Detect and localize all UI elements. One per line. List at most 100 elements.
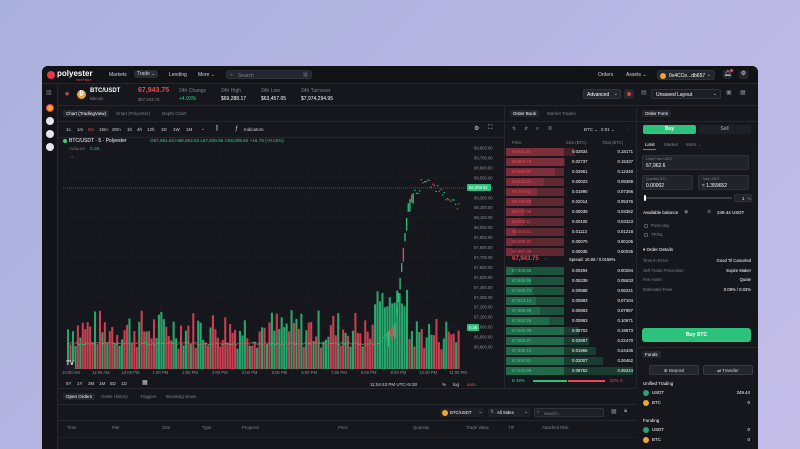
transfer-button[interactable]: ⇄ Transfer: [703, 365, 753, 375]
bid-row[interactable]: 67,913.14 0.00883 0.07104: [506, 296, 637, 306]
tab-open-orders[interactable]: Open Orders: [63, 393, 96, 400]
bid-row[interactable]: 67,888.89 0.00883 0.07987: [506, 306, 637, 316]
nav-orders[interactable]: Orders: [598, 72, 614, 78]
ask-row[interactable]: 68,804.76 0.02737 0.15337: [506, 157, 637, 167]
step-select[interactable]: 0.01 ⌄: [601, 127, 615, 132]
range-1M[interactable]: 1M: [99, 381, 106, 386]
favorite-market-icon[interactable]: [46, 130, 54, 138]
bid-row[interactable]: 67,946.55 0.00294 0.00294: [506, 266, 637, 276]
sidebar-toggle-icon[interactable]: ▥: [46, 90, 52, 96]
range-3M[interactable]: 3M: [88, 381, 95, 386]
tpsl-checkbox[interactable]: [644, 233, 648, 237]
range-1Y[interactable]: 1Y: [77, 381, 83, 386]
log-toggle[interactable]: log: [453, 382, 460, 387]
tab-depth-chart[interactable]: Depth Chart: [162, 111, 187, 116]
nav-markets[interactable]: Markets: [109, 72, 127, 78]
post-only-checkbox[interactable]: [644, 224, 648, 228]
deposit-button[interactable]: ⊕ Deposit: [649, 365, 699, 375]
favorite-market-icon[interactable]: [46, 117, 54, 125]
tab-chart-polyester[interactable]: Chart (Polyester): [116, 111, 151, 116]
pair-filter[interactable]: BTC/USDT ⌄: [440, 408, 484, 417]
save-layout-icon[interactable]: ▣: [726, 90, 732, 96]
buy-tab[interactable]: Buy: [643, 125, 696, 134]
col-pair[interactable]: Pair: [112, 425, 120, 430]
nav-trade[interactable]: Trade ⌄: [134, 70, 159, 78]
ask-row[interactable]: 68,013.61 0.01113 0.01218: [506, 227, 637, 237]
ask-row[interactable]: 68,794.82 0.01990 0.07366: [506, 187, 637, 197]
timeframe-1D[interactable]: 1D: [161, 127, 167, 132]
star-icon[interactable]: ★: [64, 91, 71, 98]
timeframe-1s[interactable]: 1s: [66, 127, 71, 132]
favorite-market-icon[interactable]: [46, 143, 54, 151]
timeframe-1h[interactable]: 1h: [127, 127, 133, 132]
bid-row[interactable]: 67,859.87 0.02897 0.22470: [506, 336, 637, 346]
book-both-icon[interactable]: ⇅: [512, 126, 517, 132]
layout-select[interactable]: Unsaved Layout ⌄: [651, 89, 721, 99]
indicators-button[interactable]: Indicators: [244, 127, 264, 132]
quantity-field[interactable]: Quantity BTC 0.00002: [642, 175, 693, 190]
tab-market-trades[interactable]: Market Trades: [547, 111, 576, 116]
lock-icon[interactable]: 🔒︎: [624, 408, 628, 414]
more-icon[interactable]: ⋮: [626, 126, 631, 132]
gear-icon[interactable]: ⚙: [739, 70, 748, 79]
brand-name[interactable]: polyester: [57, 69, 93, 78]
size-percent-input[interactable]: 1 %: [734, 194, 752, 202]
size-slider[interactable]: [646, 197, 732, 199]
order-details-toggle[interactable]: ▾ Order Details: [643, 247, 674, 252]
ask-row[interactable]: 68,008.32 0.00070 0.00105: [506, 237, 637, 247]
book-bids-icon[interactable]: ⇵: [524, 126, 529, 132]
fullscreen-icon[interactable]: ⛶: [488, 125, 493, 131]
col-time[interactable]: Time: [67, 425, 77, 430]
detail-value[interactable]: Quote: [739, 277, 751, 282]
timeframe-1W[interactable]: 1W: [173, 127, 180, 132]
bid-row[interactable]: 67,936.96 0.05339 0.05633: [506, 276, 637, 286]
auto-toggle[interactable]: auto: [467, 382, 476, 387]
favorite-btc-icon[interactable]: [46, 104, 54, 112]
price-chart[interactable]: 68,800.0068,700.0068,600.0068,500.0068,4…: [58, 138, 505, 388]
timeframe-4h[interactable]: 4h: [137, 127, 143, 132]
ask-row[interactable]: 68,835.94 0.00023 0.09389: [506, 177, 637, 187]
book-grouping-icon[interactable]: ≣: [548, 126, 553, 132]
type-limit[interactable]: Limit: [645, 142, 655, 147]
buy-btc-button[interactable]: Buy BTC: [642, 328, 751, 342]
theme-toggle-icon[interactable]: [624, 89, 634, 99]
mode-select[interactable]: Advanced ⌄: [583, 89, 621, 99]
ask-row[interactable]: 68,911.30 0.02834 0.18171: [506, 147, 637, 157]
timeframe-1M[interactable]: 1M: [186, 127, 193, 132]
bid-row[interactable]: 67,926.75 0.00588 0.06221: [506, 286, 637, 296]
chart-settings-icon[interactable]: ⚙: [474, 126, 480, 132]
timeframe-5m[interactable]: 5m: [88, 127, 95, 132]
ask-row[interactable]: 68,780.58 0.02014 0.05376: [506, 197, 637, 207]
chevron-down-icon[interactable]: ⌄: [201, 126, 205, 131]
calendar-icon[interactable]: ▦: [142, 380, 148, 386]
range-5D[interactable]: 5D: [110, 381, 116, 386]
timeframe-30m[interactable]: 30m: [112, 127, 121, 132]
type-market[interactable]: Market: [664, 142, 679, 147]
size-slider-handle[interactable]: [644, 195, 646, 201]
collapse-icon[interactable]: ⌃: [70, 156, 75, 162]
nav-lending[interactable]: Lending: [169, 72, 187, 78]
tab-chart-tradingview[interactable]: Chart (TradingView): [63, 110, 110, 117]
sell-tab[interactable]: Sell: [698, 125, 751, 134]
bid-row[interactable]: 67,866.35 0.08702 0.19573: [506, 326, 637, 336]
ask-row[interactable]: 67,957.39 0.00035 0.00035: [506, 247, 637, 257]
detail-value[interactable]: Good Til Canceled: [716, 258, 751, 263]
transfer-circle-icon[interactable]: ⊕: [707, 209, 712, 215]
timeframe-1m[interactable]: 1m: [77, 127, 84, 132]
asset-select[interactable]: BTC ⌄: [584, 127, 599, 132]
range-1D[interactable]: 1D: [121, 381, 127, 386]
tab-triggers[interactable]: Triggers: [140, 394, 157, 399]
timeframe-15m[interactable]: 15m: [99, 127, 108, 132]
candle-type-icon[interactable]: ⫿: [216, 126, 218, 132]
book-asks-icon[interactable]: ≡: [536, 126, 539, 132]
ask-row[interactable]: 68,049.11 0.00105 0.03323: [506, 217, 637, 227]
layout-icon[interactable]: ▤: [641, 90, 647, 96]
grid-view-icon[interactable]: ▦: [611, 409, 617, 415]
timeframe-12h[interactable]: 12h: [147, 127, 155, 132]
bid-row[interactable]: 67,882.25 0.00883 0.10671: [506, 316, 637, 326]
range-5Y[interactable]: 5Y: [66, 381, 72, 386]
side-filter[interactable]: ⇅ All Sides ⌄: [488, 408, 530, 417]
tab-breaking-news[interactable]: Breaking News: [166, 394, 197, 399]
market-symbol[interactable]: BTC/USDT: [90, 88, 121, 94]
bid-row[interactable]: 67,838.13 0.01965 0.24435: [506, 346, 637, 356]
